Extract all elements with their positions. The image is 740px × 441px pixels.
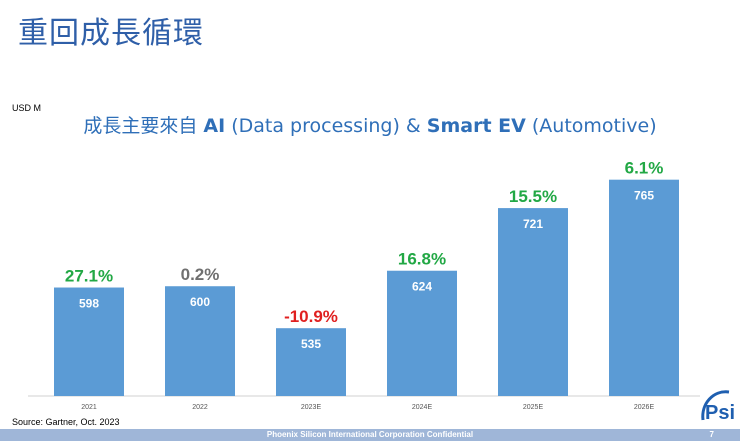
growth-label: -10.9% xyxy=(284,307,338,326)
source-note: Source: Gartner, Oct. 2023 xyxy=(12,417,120,427)
bar-value-label: 765 xyxy=(634,189,654,203)
growth-label: 0.2% xyxy=(181,265,220,284)
psi-logo-icon: Psi xyxy=(701,390,735,424)
x-tick-label: 2026E xyxy=(634,404,655,411)
bar xyxy=(387,270,457,396)
page-number: 7 xyxy=(709,430,714,439)
x-tick-label: 2021 xyxy=(81,404,97,411)
growth-label: 16.8% xyxy=(398,250,446,269)
growth-label: 27.1% xyxy=(65,267,113,286)
bar-value-label: 535 xyxy=(301,337,321,351)
unit-label: USD M xyxy=(12,103,41,113)
bar xyxy=(54,287,124,396)
growth-label: 6.1% xyxy=(625,159,664,178)
subtitle-ev: Smart EV xyxy=(426,115,526,137)
subtitle-suffix: (Automotive) xyxy=(525,115,657,137)
footer-bar: Phoenix Silicon International Corporatio… xyxy=(0,429,740,441)
logo-text: Psi xyxy=(705,402,735,424)
bar-value-label: 624 xyxy=(412,280,432,294)
bar-value-label: 600 xyxy=(190,295,210,309)
x-tick-label: 2023E xyxy=(301,404,322,411)
bar xyxy=(498,208,568,396)
chart-subtitle: 成長主要來自 AI (Data processing) & Smart EV (… xyxy=(0,111,740,138)
subtitle-prefix: 成長主要來自 xyxy=(83,115,204,137)
growth-label: 15.5% xyxy=(509,187,557,206)
bar xyxy=(165,286,235,396)
subtitle-middle: (Data processing) & xyxy=(225,115,427,137)
bar xyxy=(609,179,679,396)
slide-title: 重回成長循環 xyxy=(18,16,204,51)
subtitle-ai: AI xyxy=(203,115,226,137)
bar-value-label: 598 xyxy=(79,297,99,311)
bar xyxy=(276,328,346,396)
footer-confidential: Phoenix Silicon International Corporatio… xyxy=(266,430,474,439)
x-tick-label: 2022 xyxy=(192,404,208,411)
bar-value-label: 721 xyxy=(523,217,543,231)
x-tick-label: 2024E xyxy=(412,404,433,411)
x-tick-label: 2025E xyxy=(523,404,544,411)
